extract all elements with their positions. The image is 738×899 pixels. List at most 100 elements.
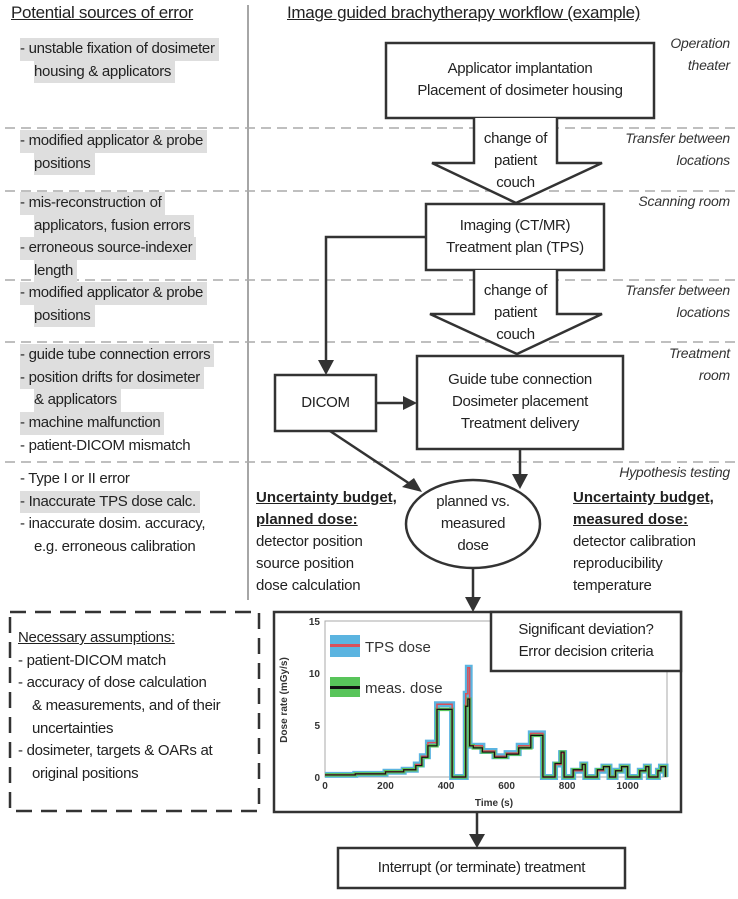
error-item-row: - unstable fixation of dosimeter [20, 38, 219, 61]
couch-arrow-1-text: change of patient couch [483, 130, 548, 191]
error-section: - Type I or II error - Inaccurate TPS dos… [20, 468, 206, 559]
arrowhead-icon [512, 474, 528, 489]
dicom-to-comparison-connector [329, 429, 411, 486]
error-item: - Inaccurate TPS dose calc. [20, 490, 200, 514]
treatment-text: Guide tube connection Dosimeter placement… [448, 371, 592, 432]
error-item-row: - Type I or II error [20, 468, 205, 491]
arrowhead-icon [469, 834, 485, 848]
assumption-item: - dosimeter, targets & OARs at [18, 742, 213, 760]
error-item-row: e.g. erroneous calibration [20, 536, 205, 559]
comparison-text: planned vs. measured dose [436, 493, 510, 554]
arrowhead-icon [403, 396, 417, 410]
interrupt-text: Interrupt (or terminate) treatment [377, 859, 586, 876]
error-item-row: - modified applicator & probe [20, 282, 208, 305]
error-item: - modified applicator & probe [20, 130, 208, 153]
uncertainty-measured: Uncertainty budget, measured dose: detec… [573, 487, 714, 597]
assumption-item: - accuracy of dose calculation [18, 674, 207, 692]
dose-rate-chart: 0 200 400 600 800 1000 0 5 10 15 Time (s) Dose ra… [279, 610, 683, 809]
error-section: - modified applicator & probe positions [20, 130, 208, 176]
error-item: positions [34, 152, 95, 176]
error-section: - modified applicator & probe positions [20, 282, 208, 328]
error-item-row: - machine malfunction [20, 412, 214, 435]
uncertainty-item: temperature [573, 577, 652, 594]
imaging-box [424, 202, 606, 272]
error-item: - Type I or II error [20, 470, 130, 487]
uncertainty-item: detector calibration [573, 533, 696, 550]
error-item-row: - guide tube connection errors [20, 344, 215, 367]
x-tick-label: 1000 [617, 781, 640, 792]
interrupt-box [336, 846, 627, 890]
imaging-text: Imaging (CT/MR) Treatment plan (TPS) [446, 217, 584, 256]
right-column-header: Image guided brachytherapy workflow (exa… [287, 3, 641, 22]
error-item-row: - erroneous source-indexer [20, 237, 197, 261]
x-tick-label: 600 [498, 781, 515, 792]
error-section: - guide tube connection errors - position… [20, 344, 215, 458]
error-item: - unstable fixation of dosimeter [20, 38, 219, 61]
uncertainty-planned-title: planned dose: [256, 511, 358, 528]
uncertainty-item: reproducibility [573, 555, 663, 572]
assumptions-title: Necessary assumptions: [18, 629, 175, 646]
error-item-row: - position drifts for dosimeter [20, 366, 214, 390]
y-tick-label: 0 [314, 773, 320, 784]
legend-tps-line [330, 644, 360, 647]
error-item: applicators, fusion errors [34, 214, 195, 238]
x-axis-label: Time (s) [475, 798, 513, 809]
implantation-text: Applicator implantation Placement of dosi… [417, 60, 623, 99]
arrowhead-icon [318, 360, 334, 375]
x-tick-label: 400 [438, 781, 455, 792]
error-item: length [34, 260, 78, 283]
uncertainty-item: dose calculation [256, 577, 361, 594]
uncertainty-planned: Uncertainty budget, planned dose: detect… [256, 487, 397, 597]
error-item: - erroneous source-indexer [20, 237, 197, 261]
location-treatment-room: Treatment room [669, 345, 730, 383]
legend-meas-line [330, 686, 360, 689]
error-item: e.g. erroneous calibration [34, 538, 196, 556]
error-item-row: - modified applicator & probe [20, 130, 208, 153]
assumption-item: & measurements, and of their [32, 697, 221, 715]
location-transfer-1: Transfer between locations [625, 130, 730, 168]
error-item: - inaccurate dosim. accuracy, [20, 515, 206, 533]
deviation-text: Significant deviation? Error decision cri… [518, 621, 654, 660]
legend-meas-label: meas. dose [365, 680, 443, 697]
legend-tps-label: TPS dose [365, 639, 431, 656]
dicom-box [273, 373, 378, 433]
error-item: - guide tube connection errors [20, 344, 215, 367]
arrowhead-icon [465, 597, 481, 612]
deviation-box [489, 610, 683, 673]
uncertainty-item: source position [256, 555, 354, 572]
arrowhead-icon [402, 478, 422, 492]
imaging-to-dicom-connector [324, 235, 426, 360]
uncertainty-measured-title: measured dose: [573, 511, 689, 528]
dicom-text: DICOM [301, 394, 350, 411]
error-item: housing & applicators [34, 60, 176, 84]
y-tick-label: 15 [309, 617, 321, 628]
x-tick-label: 200 [377, 781, 394, 792]
error-item-row: - inaccurate dosim. accuracy, [20, 513, 206, 536]
x-tick-label: 0 [322, 781, 328, 792]
error-item: - mis-reconstruction of [20, 192, 166, 215]
error-item-row: applicators, fusion errors [20, 214, 196, 238]
location-operation-theater: Operation theater [670, 35, 730, 73]
error-item-row: - patient-DICOM mismatch [20, 435, 214, 458]
error-item: positions [34, 304, 95, 328]
error-item: - patient-DICOM mismatch [20, 436, 191, 454]
assumption-item: uncertainties [32, 719, 114, 737]
error-item: - machine malfunction [20, 412, 165, 435]
error-item-row: positions [20, 304, 207, 328]
uncertainty-planned-title: Uncertainty budget, [256, 489, 397, 506]
error-item-row: housing & applicators [20, 60, 219, 84]
uncertainty-measured-title: Uncertainty budget, [573, 489, 714, 506]
y-axis-label: Dose rate (mGy/s) [279, 657, 290, 743]
error-item-row: - Inaccurate TPS dose calc. [20, 490, 205, 514]
error-item-row: - mis-reconstruction of [20, 192, 196, 215]
error-item: - position drifts for dosimeter [20, 366, 204, 390]
meas-dose-line [325, 698, 667, 778]
location-hypothesis-testing: Hypothesis testing [619, 464, 730, 480]
assumption-item: - patient-DICOM match [18, 651, 166, 669]
left-column-header: Potential sources of error [11, 3, 194, 22]
x-tick-label: 800 [559, 781, 576, 792]
location-scanning-room: Scanning room [638, 193, 730, 209]
error-section: - mis-reconstruction of applicators, fusi… [20, 192, 197, 283]
error-item: - modified applicator & probe [20, 282, 208, 305]
